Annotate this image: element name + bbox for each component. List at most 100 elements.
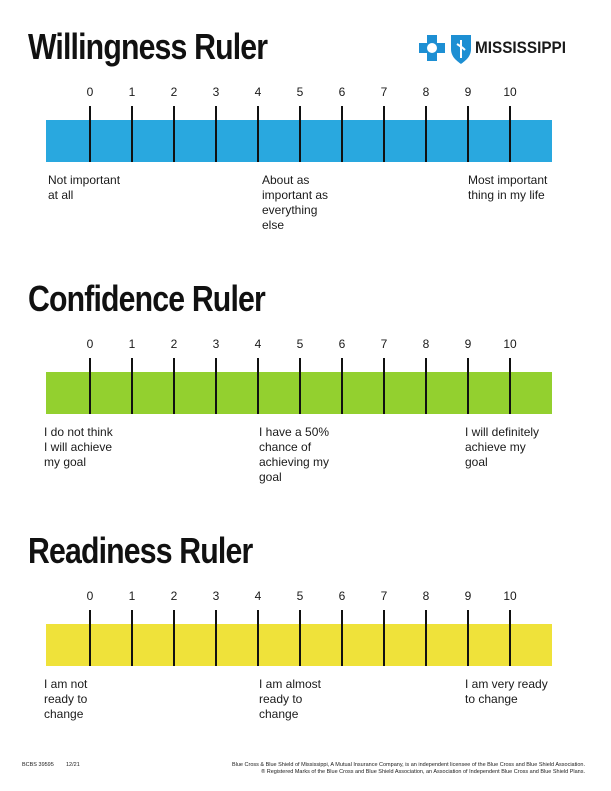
scale-tick [383, 106, 385, 162]
scale-tick [173, 610, 175, 666]
scale-tick [299, 358, 301, 414]
scale-tick [509, 610, 511, 666]
anchor-text: change [259, 707, 299, 721]
scale-tick [89, 106, 91, 162]
scale-number: 0 [86, 85, 94, 99]
scale-number: 2 [170, 589, 178, 603]
scale-tick [425, 358, 427, 414]
scale-tick [257, 358, 259, 414]
brand: MISSISSIPPI [475, 38, 566, 57]
scale-number: 8 [422, 589, 430, 603]
scale-tick [173, 358, 175, 414]
ruler-title: Willingness Ruler [28, 26, 268, 67]
doc-code: BCBS 39595 [22, 762, 54, 768]
anchor-text: Not important [48, 173, 121, 187]
scale-number: 0 [86, 337, 94, 351]
scale-number: 4 [254, 589, 262, 603]
scale-number: 9 [464, 589, 472, 603]
anchor-text: achieve my [465, 440, 526, 454]
scale-tick [131, 106, 133, 162]
scale-tick [131, 610, 133, 666]
scale-tick [383, 610, 385, 666]
scale-tick [299, 106, 301, 162]
scale-number: 6 [338, 589, 346, 603]
scale-number: 2 [170, 337, 178, 351]
legal-1: Blue Cross & Blue Shield of Mississippi,… [231, 762, 585, 768]
anchor-text: my goal [44, 455, 87, 469]
scale-number: 3 [212, 85, 220, 99]
anchor-text: I will definitely [465, 425, 540, 439]
scale-tick [341, 610, 343, 666]
scale-number: 4 [254, 85, 262, 99]
anchor-text: at all [48, 188, 74, 202]
logo-icons [419, 35, 471, 64]
scale-number: 5 [296, 337, 304, 351]
scale-tick [257, 106, 259, 162]
scale-tick [467, 610, 469, 666]
scale-tick [89, 610, 91, 666]
scale-tick [341, 358, 343, 414]
anchor-text: I will achieve [44, 440, 113, 454]
scale-tick [383, 358, 385, 414]
anchor-text: else [262, 218, 285, 232]
anchor-text: Most important [468, 173, 548, 187]
scale-number: 10 [503, 337, 517, 351]
scale-number: 10 [503, 589, 517, 603]
anchor-text: goal [465, 455, 488, 469]
scale-number: 8 [422, 337, 430, 351]
scale-number: 5 [296, 85, 304, 99]
scale-tick [173, 106, 175, 162]
scale-number: 6 [338, 337, 346, 351]
scale-tick [215, 106, 217, 162]
scale-number: 1 [128, 337, 136, 351]
anchor-text: About as [262, 173, 310, 187]
ruler-title: Confidence Ruler [28, 278, 266, 319]
scale-tick [215, 358, 217, 414]
scale-number: 10 [503, 85, 517, 99]
scale-tick [131, 358, 133, 414]
anchor-text: I am almost [259, 677, 322, 691]
scale-number: 4 [254, 337, 262, 351]
anchor-text: achieving my [259, 455, 330, 469]
anchor-text: change [44, 707, 84, 721]
anchor-text: everything [262, 203, 318, 217]
scale-tick [299, 610, 301, 666]
anchor-text: thing in my life [468, 188, 545, 202]
scale-number: 7 [380, 85, 388, 99]
anchor-text: I am very ready [465, 677, 548, 691]
scale-tick [341, 106, 343, 162]
scale-tick [509, 106, 511, 162]
scale-number: 7 [380, 337, 388, 351]
scale-tick [425, 106, 427, 162]
scale-tick [89, 358, 91, 414]
scale-tick [257, 610, 259, 666]
anchor-text: ready to [259, 692, 303, 706]
scale-number: 3 [212, 337, 220, 351]
anchor-text: I have a 50% [259, 425, 330, 439]
scale-number: 5 [296, 589, 304, 603]
anchor-text: important as [262, 188, 329, 202]
scale-number: 1 [128, 85, 136, 99]
scale-tick [215, 610, 217, 666]
anchor-text: chance of [259, 440, 312, 454]
doc-date: 12/21 [66, 762, 80, 768]
anchor-text: to change [465, 692, 518, 706]
scale-number: 9 [464, 85, 472, 99]
anchor-text: goal [259, 470, 282, 484]
legal-2: ® Registered Marks of the Blue Cross and… [261, 769, 585, 775]
ruler-title: Readiness Ruler [28, 530, 253, 571]
scale-tick [467, 358, 469, 414]
scale-tick [425, 610, 427, 666]
scale-number: 1 [128, 589, 136, 603]
scale-number: 3 [212, 589, 220, 603]
scale-tick [509, 358, 511, 414]
scale-number: 9 [464, 337, 472, 351]
scale-number: 6 [338, 85, 346, 99]
anchor-text: I do not think [44, 425, 113, 439]
scale-number: 0 [86, 589, 94, 603]
scale-number: 2 [170, 85, 178, 99]
scale-number: 8 [422, 85, 430, 99]
scale-number: 7 [380, 589, 388, 603]
anchor-text: ready to [44, 692, 88, 706]
